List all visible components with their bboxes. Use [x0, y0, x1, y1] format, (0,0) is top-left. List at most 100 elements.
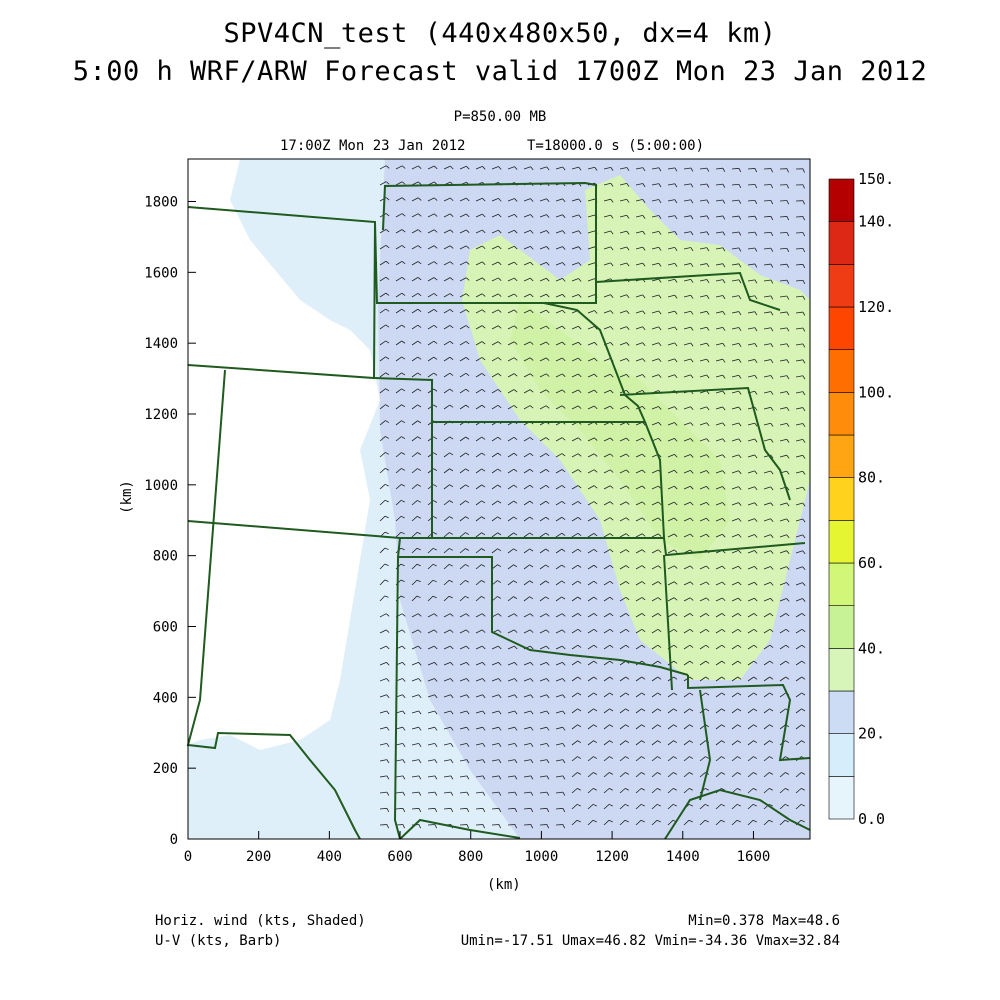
colorbar-segment	[828, 520, 855, 564]
wind-barb-flag	[433, 388, 438, 392]
wind-barb	[571, 405, 579, 410]
wind-barb	[395, 759, 403, 762]
wind-barb-flag	[609, 533, 614, 537]
colorbar-label: 80.	[858, 469, 885, 487]
wind-barb-flag	[642, 406, 646, 410]
wind-barb	[667, 294, 675, 298]
wind-barb-flag	[626, 183, 630, 187]
wind-barb	[699, 454, 707, 458]
wind-barb	[427, 340, 435, 346]
wind-barb	[475, 596, 482, 602]
wind-barb-flag	[690, 486, 694, 490]
wind-barb-flag	[721, 803, 725, 807]
wind-barb	[555, 485, 563, 490]
wind-barb	[555, 516, 563, 522]
wind-barb	[443, 791, 451, 794]
wind-barb	[699, 199, 707, 202]
wind-barb-flag	[706, 470, 710, 474]
wind-barb	[539, 775, 547, 778]
wind-barb-flag	[433, 293, 438, 297]
wind-barb-flag	[770, 438, 774, 443]
wind-barb-flag	[498, 166, 502, 170]
wind-barb-flag	[706, 502, 710, 506]
wind-barb-flag	[385, 483, 389, 487]
wind-barb-flag	[802, 264, 806, 269]
wind-barb	[427, 807, 436, 810]
wind-barb-flag	[754, 279, 758, 284]
wind-barb	[747, 803, 754, 810]
wind-barb-flag	[625, 788, 629, 791]
wind-barb	[539, 694, 547, 698]
wind-barb	[459, 468, 466, 474]
wind-barb-flag	[625, 756, 630, 759]
wind-barb	[747, 199, 756, 202]
wind-barb-flag	[481, 404, 486, 408]
wind-barb	[459, 309, 467, 314]
wind-barb-flag	[706, 279, 710, 284]
wind-barb-flag	[384, 595, 389, 598]
wind-barb-flag	[658, 438, 662, 442]
wind-barb	[443, 277, 451, 282]
wind-barb	[523, 277, 531, 282]
wind-barb	[475, 775, 483, 778]
wind-barb	[603, 644, 611, 650]
wind-barb-flag	[642, 358, 646, 362]
wind-barb-flag	[705, 644, 710, 648]
wind-barb-flag	[690, 279, 694, 283]
wind-barb-flag	[561, 613, 566, 617]
wind-barb	[587, 469, 595, 474]
wind-barb	[699, 247, 707, 250]
wind-barb	[411, 629, 419, 634]
wind-barb-flag	[578, 373, 582, 378]
wind-barb-flag	[498, 277, 502, 281]
wind-barb	[619, 581, 627, 586]
wind-barb	[619, 501, 627, 506]
wind-barb-flag	[449, 340, 454, 345]
wind-barb-flag	[706, 533, 710, 538]
wind-barb	[795, 708, 802, 714]
wind-barb	[683, 613, 691, 618]
wind-barb-flag	[449, 532, 454, 535]
wind-barb-flag	[658, 358, 662, 363]
wind-barb-flag	[689, 756, 694, 759]
wind-barb	[539, 516, 547, 522]
wind-barb-flag	[545, 389, 550, 393]
wind-barb-flag	[593, 740, 598, 744]
wind-barb-flag	[416, 563, 421, 567]
wind-barb	[427, 309, 435, 314]
wind-barb	[523, 261, 531, 266]
wind-barb	[475, 213, 483, 218]
wind-barb-flag	[401, 436, 406, 439]
wind-barb	[507, 791, 515, 794]
wind-barb	[795, 248, 804, 250]
wind-barb-flag	[578, 262, 582, 266]
wind-barb-flag	[642, 310, 646, 315]
wind-barb	[491, 468, 499, 474]
wind-barb	[491, 229, 499, 234]
wind-barb	[555, 166, 563, 170]
wind-barb	[603, 230, 611, 234]
wind-barb-flag	[562, 341, 566, 346]
wind-barb-flag	[562, 759, 566, 764]
wind-barb	[699, 565, 707, 570]
wind-barb-flag	[609, 692, 614, 696]
wind-barb-flag	[465, 309, 470, 313]
wind-barb	[555, 453, 563, 458]
wind-barb-flag	[609, 485, 614, 489]
wind-barb	[635, 358, 643, 362]
wind-barb	[763, 566, 771, 570]
wind-barb	[427, 791, 435, 794]
y-tick-label: 600	[153, 620, 178, 636]
wind-barb	[795, 724, 802, 730]
wind-barb-flag	[481, 452, 486, 456]
wind-barb-flag	[802, 343, 806, 348]
wind-barb-flag	[673, 581, 678, 585]
wind-barb-flag	[466, 710, 470, 715]
wind-barb	[523, 564, 530, 570]
wind-barb-flag	[786, 216, 790, 221]
wind-barb-flag	[498, 824, 502, 829]
wind-barb-flag	[466, 662, 470, 666]
wind-barb-flag	[626, 358, 630, 362]
wind-barb-flag	[433, 484, 438, 487]
wind-barb-flag	[465, 277, 470, 281]
